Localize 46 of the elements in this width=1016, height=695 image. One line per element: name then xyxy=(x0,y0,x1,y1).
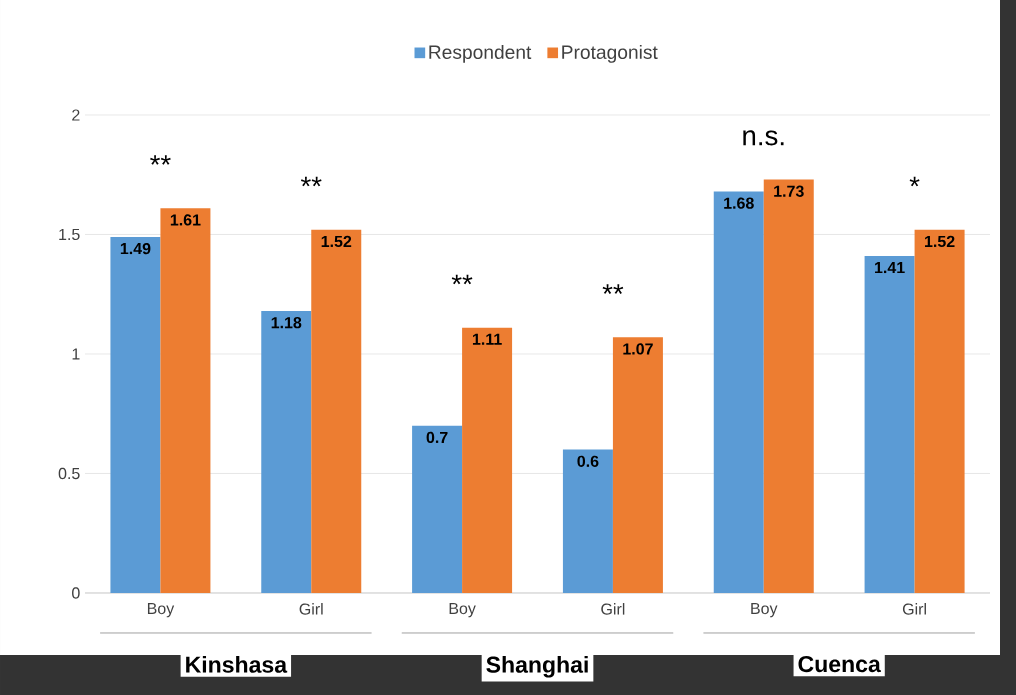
bar xyxy=(562,449,613,593)
legend-label: Respondent xyxy=(429,44,532,63)
y-tick-label: 1 xyxy=(72,348,80,360)
bar xyxy=(412,425,463,593)
data-label: 0.7 xyxy=(426,431,448,444)
bar xyxy=(160,208,211,593)
data-label: 1.52 xyxy=(925,235,955,248)
x-tick-label: Boy xyxy=(751,603,778,618)
x-tick-label: Girl xyxy=(902,603,926,615)
x-tick-label: Boy xyxy=(449,603,476,618)
x-tick-label: Girl xyxy=(299,603,323,615)
annotation: n.s. xyxy=(743,130,784,146)
data-label: 1.73 xyxy=(774,185,804,197)
data-label: 1.11 xyxy=(472,333,502,345)
bar xyxy=(261,310,312,593)
data-label: 1.61 xyxy=(170,214,201,226)
annotation: * xyxy=(909,176,920,187)
annotation: ** xyxy=(150,155,171,165)
text: Shanghai xyxy=(486,655,588,678)
legend-label: Protagonist xyxy=(562,44,658,63)
text: Kinshasa xyxy=(186,655,288,673)
bar xyxy=(914,229,965,593)
annotation: ** xyxy=(602,284,624,294)
annotation: ** xyxy=(300,176,322,187)
data-label: 1.18 xyxy=(271,317,302,329)
bar xyxy=(311,229,362,593)
data-label: 1.49 xyxy=(120,242,151,255)
y-tick-label: 2 xyxy=(72,109,80,121)
data-label: 0.6 xyxy=(577,455,599,467)
y-tick-label: 0 xyxy=(72,587,80,599)
x-tick-label: Boy xyxy=(147,603,175,618)
data-label: 1.68 xyxy=(724,197,754,209)
bar xyxy=(713,191,764,593)
x-tick-label: Girl xyxy=(601,603,625,615)
bar xyxy=(612,337,663,593)
bar xyxy=(110,236,161,593)
y-tick-label: 1.5 xyxy=(59,228,80,241)
bar xyxy=(462,327,513,593)
y-tick-label: 0.5 xyxy=(58,467,80,480)
text: Cuenca xyxy=(798,655,881,673)
annotation: ** xyxy=(451,274,473,285)
data-label: 1.07 xyxy=(623,343,653,355)
bar xyxy=(864,256,915,593)
data-label: 1.52 xyxy=(321,235,352,248)
bar xyxy=(763,179,814,593)
data-label: 1.41 xyxy=(875,262,905,274)
